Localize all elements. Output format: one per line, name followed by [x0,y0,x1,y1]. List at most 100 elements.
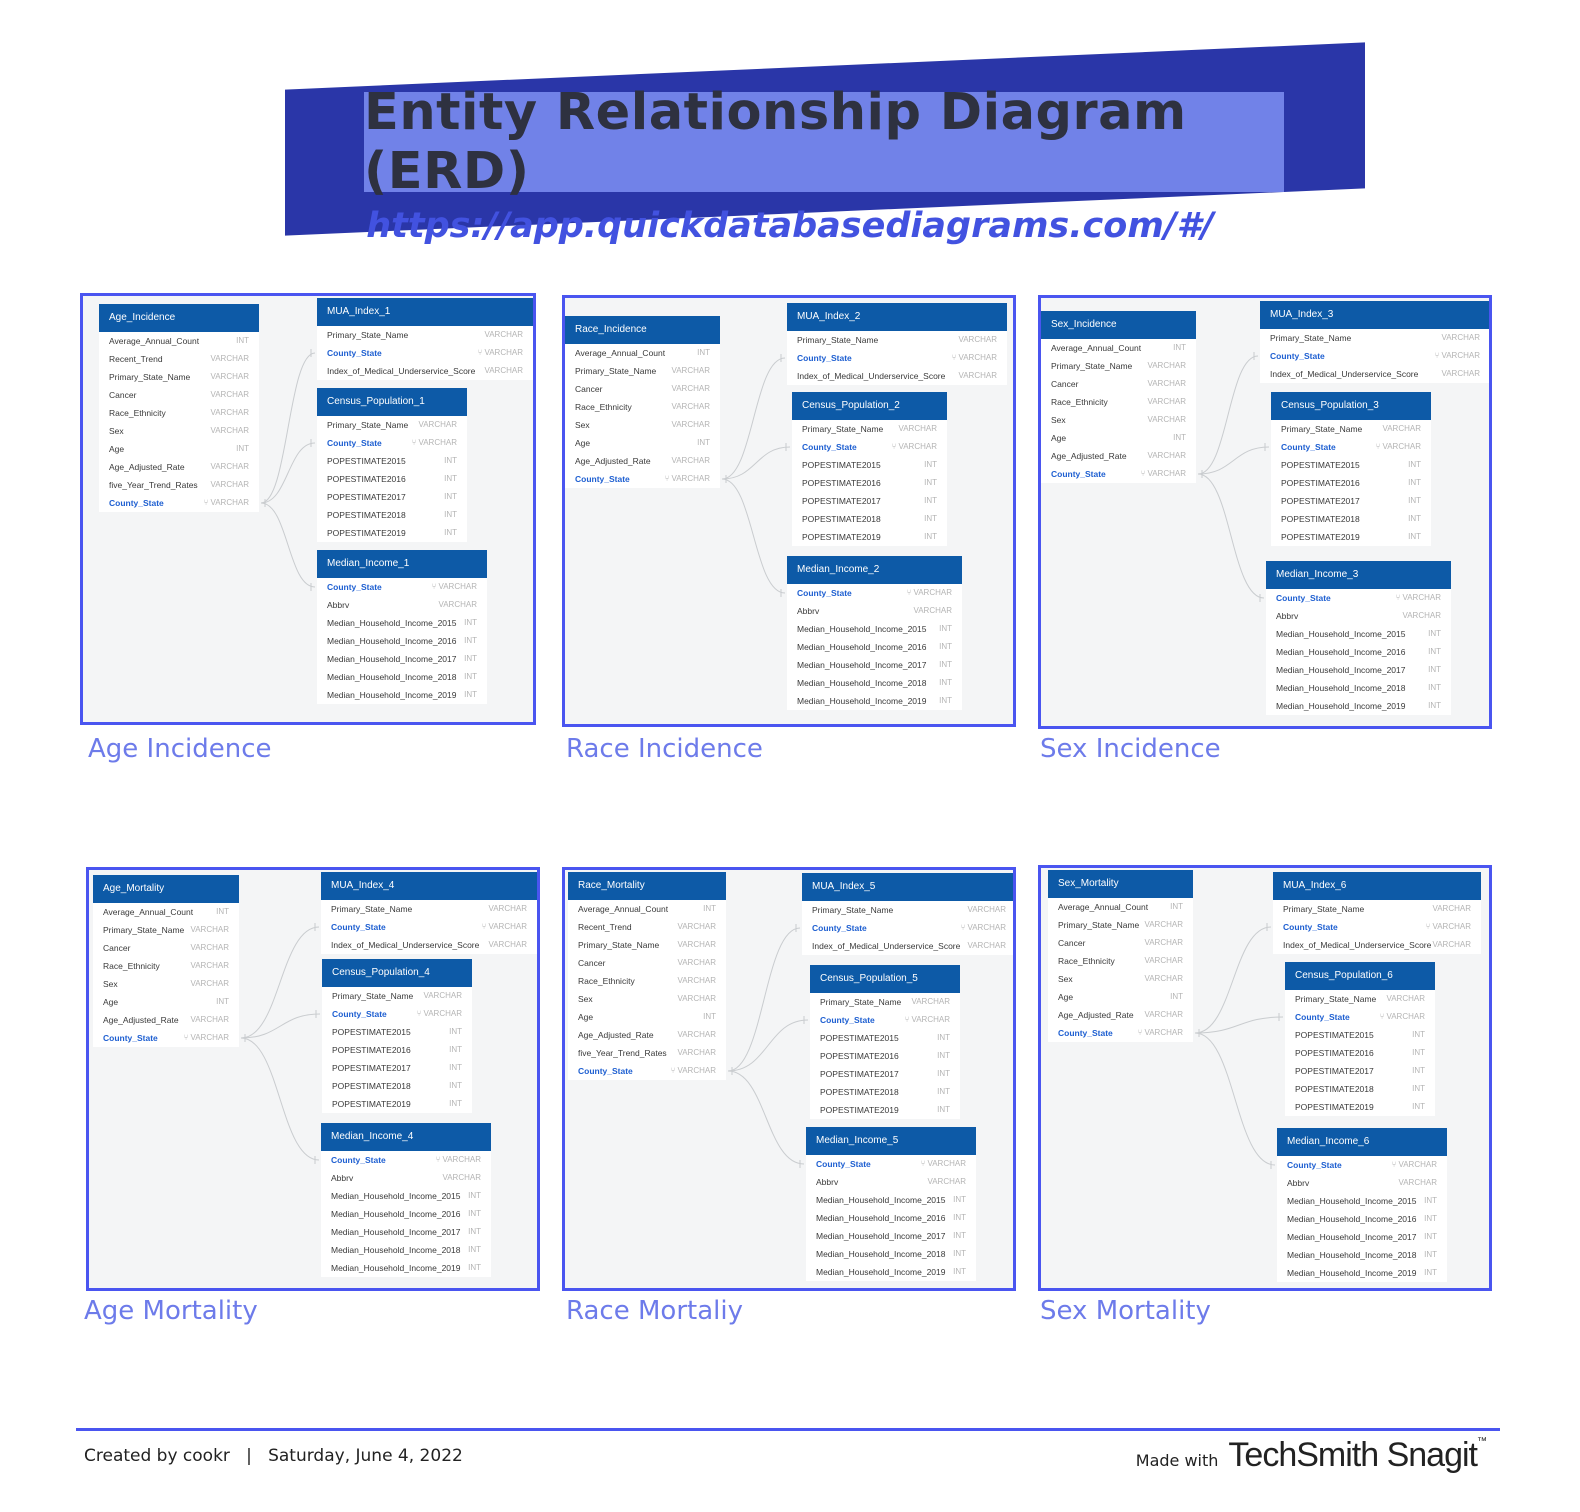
source-url[interactable]: https://app.quickdatabasediagrams.com/#/ [366,206,1214,246]
entity-table[interactable]: MUA_Index_5 Primary_State_Name VARCHAR Coun… [802,873,1013,955]
field-type-label: INT [953,1213,966,1222]
key-icon: ⑂ [1395,593,1401,602]
table-field: Age_Adjusted_Rate VARCHAR [93,1011,239,1029]
field-name: Median_Household_Income_2016 [797,642,927,652]
field-type-label: VARCHAR [911,1015,950,1024]
field-type-label: VARCHAR [913,606,952,615]
field-name: Age_Adjusted_Rate [1058,1010,1134,1020]
entity-table[interactable]: Race_Mortality Average_Annual_Count INT Rec… [568,872,726,1080]
table-name: Median_Income_5 [806,1127,976,1155]
field-type-label: VARCHAR [911,997,950,1006]
field-type-label: INT [449,1045,462,1054]
key-icon: ⑂ [1391,1160,1397,1169]
field-type: INT [939,674,952,692]
table-field: Primary_State_Name VARCHAR [1285,990,1435,1008]
field-name: County_State [802,442,857,452]
field-type: INT [1170,898,1183,916]
field-type-label: INT [449,1081,462,1090]
entity-table[interactable]: Census_Population_1 Primary_State_Name VAR… [317,388,467,542]
field-name: Median_Household_Income_2015 [1276,629,1406,639]
entity-table[interactable]: Sex_Incidence Average_Annual_Count INT Prim… [1041,311,1196,483]
field-type-label: VARCHAR [1147,361,1186,370]
field-type-label: VARCHAR [210,462,249,471]
entity-table[interactable]: Age_Incidence Average_Annual_Count INT Rece… [99,304,259,512]
field-type-label: VARCHAR [190,979,229,988]
table-field: Median_Household_Income_2016 INT [317,632,487,650]
entity-table[interactable]: Race_Incidence Average_Annual_Count INT Pri… [565,316,720,488]
table-name: Census_Population_6 [1285,962,1435,990]
key-icon: ⑂ [920,1159,926,1168]
entity-table[interactable]: MUA_Index_4 Primary_State_Name VARCHAR Coun… [321,872,537,954]
field-type: INT [937,1101,950,1119]
field-type-label: VARCHAR [1147,379,1186,388]
field-type-label: VARCHAR [488,904,527,913]
field-name: Index_of_Medical_Underservice_Score [797,371,946,381]
field-type: VARCHAR [1386,990,1425,1008]
entity-table[interactable]: MUA_Index_3 Primary_State_Name VARCHAR Coun… [1260,301,1489,383]
field-name: Cancer [1051,379,1079,389]
relationship-line [727,1019,809,1072]
table-field: POPESTIMATE2015 INT [1285,1026,1435,1044]
entity-table[interactable]: Census_Population_2 Primary_State_Name VAR… [792,392,947,546]
field-type: ⑂ VARCHAR [921,1155,966,1173]
field-type-label: INT [1412,1102,1425,1111]
field-type: INT [1412,1098,1425,1116]
field-name: County_State [327,438,382,448]
field-name: Median_Household_Income_2018 [1287,1250,1417,1260]
field-type-label: VARCHAR [1147,415,1186,424]
entity-table[interactable]: Median_Income_4 County_State ⑂ VARCHAR Abbrv… [321,1123,491,1277]
entity-table[interactable]: Census_Population_5 Primary_State_Name VAR… [810,965,960,1119]
entity-table[interactable]: MUA_Index_1 Primary_State_Name VARCHAR Coun… [317,298,533,380]
field-name: Median_Household_Income_2016 [1276,647,1406,657]
field-type: INT [464,632,477,650]
entity-table[interactable]: Sex_Mortality Average_Annual_Count INT Prim… [1048,870,1193,1042]
entity-table[interactable]: Census_Population_6 Primary_State_Name VAR… [1285,962,1435,1116]
entity-table[interactable]: Median_Income_6 County_State ⑂ VARCHAR Abbrv… [1277,1128,1447,1282]
table-field: POPESTIMATE2019 INT [322,1095,472,1113]
table-field: POPESTIMATE2019 INT [1271,528,1431,546]
table-field: Abbrv VARCHAR [321,1169,491,1187]
table-field: Average_Annual_Count INT [1041,339,1196,357]
field-name: Median_Household_Income_2017 [327,654,457,664]
table-field: Median_Household_Income_2017 INT [1266,661,1451,679]
entity-table[interactable]: Median_Income_2 County_State ⑂ VARCHAR Abbrv… [787,556,962,710]
table-field: Index_of_Medical_Underservice_Score VARCH… [1260,365,1489,383]
table-name: Race_Incidence [565,316,720,344]
page-title: Entity Relationship Diagram (ERD) [364,83,1187,201]
field-name: POPESTIMATE2017 [1281,496,1360,506]
field-name: POPESTIMATE2017 [820,1069,899,1079]
entity-table[interactable]: Median_Income_3 County_State ⑂ VARCHAR Abbrv… [1266,561,1451,715]
table-field: Median_Household_Income_2017 INT [317,650,487,668]
field-name: POPESTIMATE2015 [802,460,881,470]
field-type-label: VARCHAR [1386,1012,1425,1021]
entity-table[interactable]: Age_Mortality Average_Annual_Count INT Prim… [93,875,239,1047]
table-field: Abbrv VARCHAR [1266,607,1451,625]
field-name: Primary_State_Name [1051,361,1133,371]
field-type: INT [216,903,229,921]
field-name: Primary_State_Name [578,940,660,950]
entity-table[interactable]: Census_Population_4 Primary_State_Name VAR… [322,959,472,1113]
field-type-label: INT [697,438,710,447]
field-name: Average_Annual_Count [103,907,194,917]
field-name: Sex [103,979,118,989]
table-field: POPESTIMATE2019 INT [810,1101,960,1119]
field-type-label: VARCHAR [1441,351,1480,360]
entity-table[interactable]: Median_Income_1 County_State ⑂ VARCHAR Abbrv… [317,550,487,704]
field-type-label: INT [924,514,937,523]
field-type: VARCHAR [671,362,710,380]
entity-table[interactable]: MUA_Index_2 Primary_State_Name VARCHAR Coun… [787,303,1007,385]
field-type: VARCHAR [210,476,249,494]
field-type: INT [703,900,716,918]
brand-name: TechSmith Snagit [1228,1436,1478,1474]
field-type: ⑂ VARCHAR [412,434,457,452]
table-field: Age_Adjusted_Rate VARCHAR [99,458,259,476]
entity-table[interactable]: Median_Income_5 County_State ⑂ VARCHAR Abbrv… [806,1127,976,1281]
entity-table[interactable]: Census_Population_3 Primary_State_Name VAR… [1271,392,1431,546]
entity-table[interactable]: MUA_Index_6 Primary_State_Name VARCHAR Coun… [1273,872,1481,954]
relationship-line [721,478,786,594]
field-type-label: INT [1412,1084,1425,1093]
field-type-label: VARCHAR [958,353,997,362]
field-type-label: VARCHAR [210,390,249,399]
field-name: Average_Annual_Count [575,348,666,358]
field-name: Median_Household_Income_2015 [331,1191,461,1201]
